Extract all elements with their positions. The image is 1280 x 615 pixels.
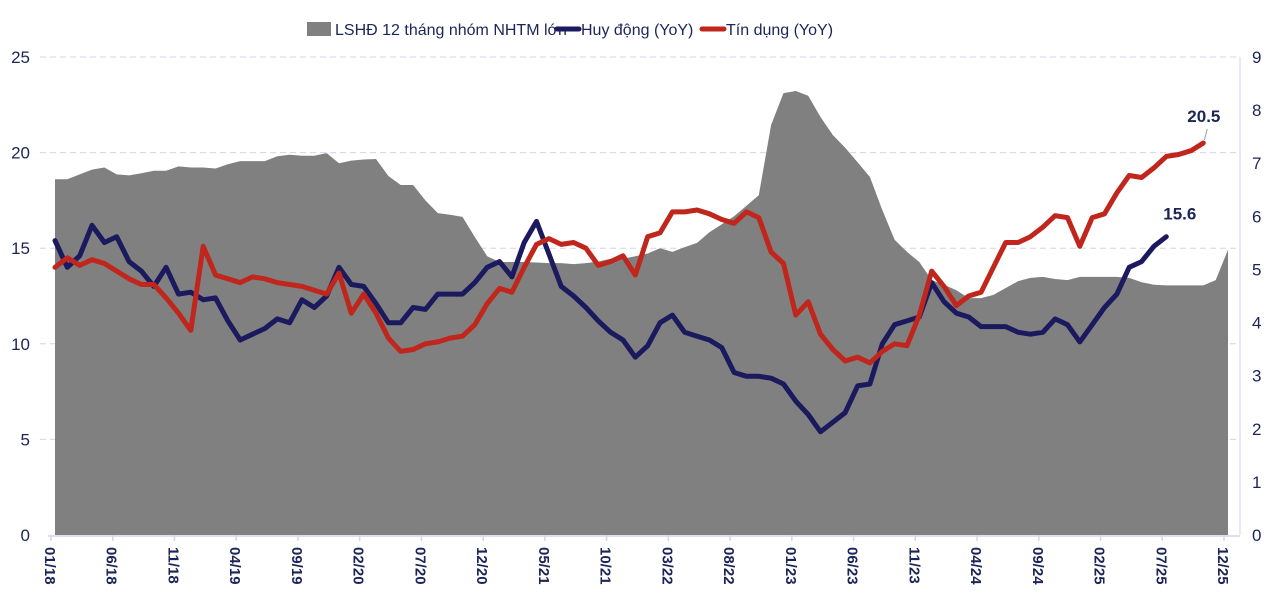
- y-right-tick-label: 6: [1252, 207, 1261, 226]
- y-right-tick-label: 1: [1252, 473, 1261, 492]
- end-label-huy-dong: 15.6: [1163, 205, 1196, 224]
- x-tick-label: 07/25: [1152, 547, 1169, 585]
- legend-label-area: LSHĐ 12 tháng nhóm NHTM lớn: [335, 22, 567, 39]
- line-series-tin-dung: [52, 140, 1206, 366]
- x-tick-label: 05/21: [535, 547, 552, 585]
- x-tick-label: 06/23: [844, 547, 861, 585]
- x-tick-label: 09/19: [288, 547, 305, 585]
- x-tick-label: 01/18: [41, 547, 58, 585]
- legend-label-huy-dong: Huy động (YoY): [581, 22, 693, 39]
- x-tick-label: 10/21: [597, 547, 614, 585]
- x-tick-label: 11/18: [164, 547, 181, 584]
- y-right-tick-label: 5: [1252, 260, 1261, 279]
- axes: 0 5 10 15 20 25 0 1 2 3 4 5 6 7 8 9 01/18 06/18 11/18 04/19…: [11, 48, 1261, 585]
- x-tick-label: 07/20: [411, 547, 428, 585]
- y-right-tick-label: 7: [1252, 154, 1261, 173]
- y-left-tick-label: 10: [11, 335, 30, 354]
- y-right-tick-label: 3: [1252, 367, 1261, 386]
- x-tick-label: 02/25: [1091, 547, 1108, 585]
- legend-swatch-area: [307, 22, 331, 36]
- y-left-tick-label: 5: [21, 430, 30, 449]
- y-right-tick-label: 9: [1252, 48, 1261, 67]
- x-tick-label: 09/24: [1029, 547, 1046, 585]
- end-label-leader: [1203, 128, 1208, 141]
- x-tick-label: 02/20: [350, 547, 367, 585]
- end-label-tin-dung: 20.5: [1187, 107, 1220, 126]
- y-right-tick-label: 4: [1252, 314, 1261, 333]
- y-right-tick-label: 2: [1252, 420, 1261, 439]
- y-right-tick-label: 0: [1252, 526, 1261, 545]
- x-tick-label: 06/18: [103, 547, 120, 585]
- x-tick-label: 12/20: [473, 547, 490, 585]
- x-tick-label: 01/23: [782, 547, 799, 585]
- y-left-tick-label: 25: [11, 48, 30, 67]
- x-tick-label: 04/19: [226, 547, 243, 585]
- x-tick-label: 12/25: [1214, 547, 1231, 585]
- x-tick-label: 03/22: [658, 547, 675, 585]
- y-left-tick-label: 20: [11, 144, 30, 163]
- y-left-tick-label: 0: [21, 526, 30, 545]
- x-tick-label: 04/24: [967, 547, 984, 585]
- legend: LSHĐ 12 tháng nhóm NHTM lớn Huy động (Yo…: [307, 22, 833, 39]
- y-right-tick-label: 8: [1252, 101, 1261, 120]
- x-tick-label: 08/22: [720, 547, 737, 585]
- area-series-group: [55, 91, 1228, 535]
- line-series-group: 15.6 20.5: [52, 107, 1220, 435]
- y-left-tick-label: 15: [11, 239, 30, 258]
- x-tick-label: 11/23: [905, 547, 922, 584]
- legend-label-tin-dung: Tín dụng (YoY): [726, 22, 833, 39]
- area-series-lshd: [55, 91, 1228, 535]
